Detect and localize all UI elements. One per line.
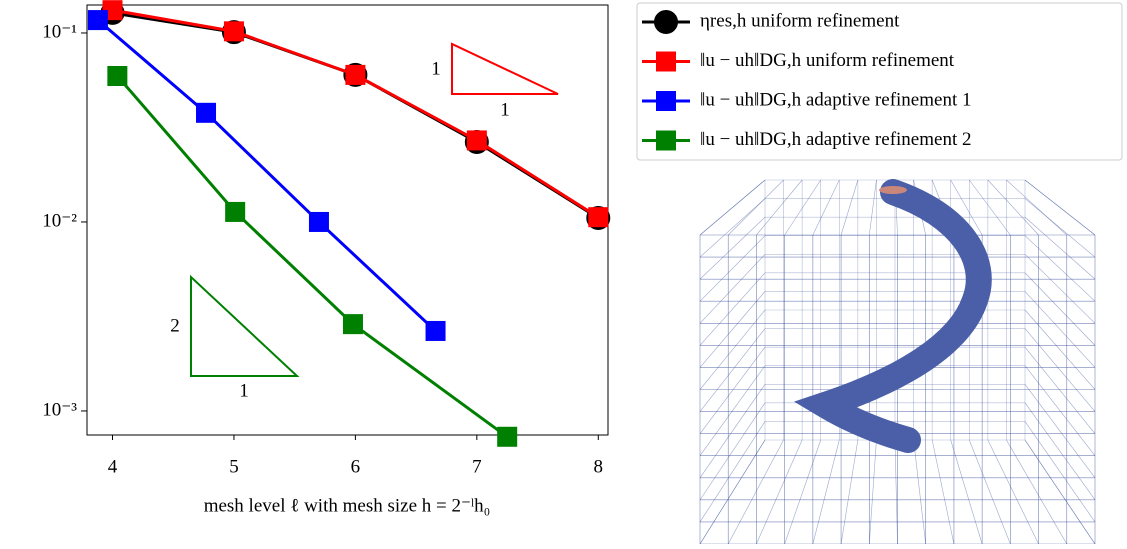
mesh-line — [1025, 273, 1095, 346]
legend-label: ‖u − uh‖DG,h adaptive refinement 2 — [700, 129, 971, 150]
legend-marker — [656, 131, 676, 151]
mesh-line — [988, 180, 1039, 235]
tube-end — [879, 186, 907, 194]
marker — [225, 202, 245, 222]
y-tick-label: 10⁻³ — [42, 399, 77, 420]
mesh-line — [1025, 329, 1095, 412]
mesh-line — [1006, 180, 1066, 235]
y-tick-label: 10⁻¹ — [42, 21, 77, 42]
legend-marker — [655, 11, 677, 33]
figure: 1 1 2 1 mesh level ℓ with mesh size h = … — [0, 0, 1127, 544]
mesh-line — [700, 254, 765, 323]
x-tick-label: 8 — [594, 456, 604, 477]
x-tick-label: 6 — [351, 456, 361, 477]
legend-marker — [656, 91, 676, 111]
mesh-line — [1025, 403, 1095, 500]
annotation: 1 — [500, 99, 510, 120]
x-tick-label: 5 — [229, 456, 239, 477]
legend-label: ‖u − uh‖DG,h uniform refinement — [700, 50, 955, 71]
legend-label: ‖u − uh‖DG,h adaptive refinement 1 — [700, 89, 971, 110]
mesh-line — [1025, 236, 1095, 302]
mesh-line — [728, 180, 783, 235]
mesh-line — [869, 180, 876, 235]
mesh-line — [1025, 384, 1095, 478]
series-line — [117, 76, 507, 437]
mesh-line — [700, 236, 765, 302]
marker — [196, 103, 216, 123]
series-line — [113, 10, 599, 217]
mesh-line — [700, 347, 765, 434]
x-tick-label: 7 — [472, 456, 482, 477]
annotation: 2 — [170, 315, 180, 336]
series-line — [98, 20, 436, 331]
mesh-line — [1025, 366, 1095, 456]
legend-label: ηres,h uniform refinement — [700, 10, 900, 31]
annotation: 1 — [431, 58, 441, 79]
slope-triangle — [191, 277, 297, 376]
mesh-line — [700, 403, 765, 500]
marker — [107, 66, 127, 86]
mesh-line — [700, 384, 765, 478]
mesh-line — [785, 180, 821, 235]
marker — [224, 21, 244, 41]
mesh-line — [1025, 421, 1095, 522]
marker — [497, 427, 517, 447]
mesh-line — [1025, 254, 1095, 323]
marker — [588, 207, 608, 227]
marker — [426, 321, 446, 341]
slope-triangle — [452, 44, 558, 94]
marker — [309, 212, 329, 232]
x-tick-label: 4 — [108, 456, 118, 477]
mesh-line — [700, 291, 765, 367]
marker — [467, 130, 487, 150]
annotation: 1 — [239, 380, 249, 401]
mesh-line — [1025, 310, 1095, 390]
legend-marker — [656, 52, 676, 72]
mesh-line — [700, 273, 765, 346]
marker — [343, 314, 363, 334]
marker — [88, 10, 108, 30]
marker — [345, 65, 365, 85]
y-tick-label: 10⁻² — [42, 210, 77, 231]
series-line — [113, 13, 599, 218]
mesh-line — [1025, 291, 1095, 367]
mesh-line — [813, 180, 839, 235]
mesh-line — [756, 180, 802, 235]
mesh-line — [841, 180, 858, 235]
mesh-line — [1025, 347, 1095, 434]
mesh-line — [700, 310, 765, 390]
mesh-line — [700, 421, 765, 522]
mesh-line — [700, 329, 765, 412]
x-axis-label: mesh level ℓ with mesh size h = 2⁻ˡh₀ — [204, 495, 491, 516]
mesh-line — [969, 180, 1010, 235]
mesh-line — [700, 366, 765, 456]
